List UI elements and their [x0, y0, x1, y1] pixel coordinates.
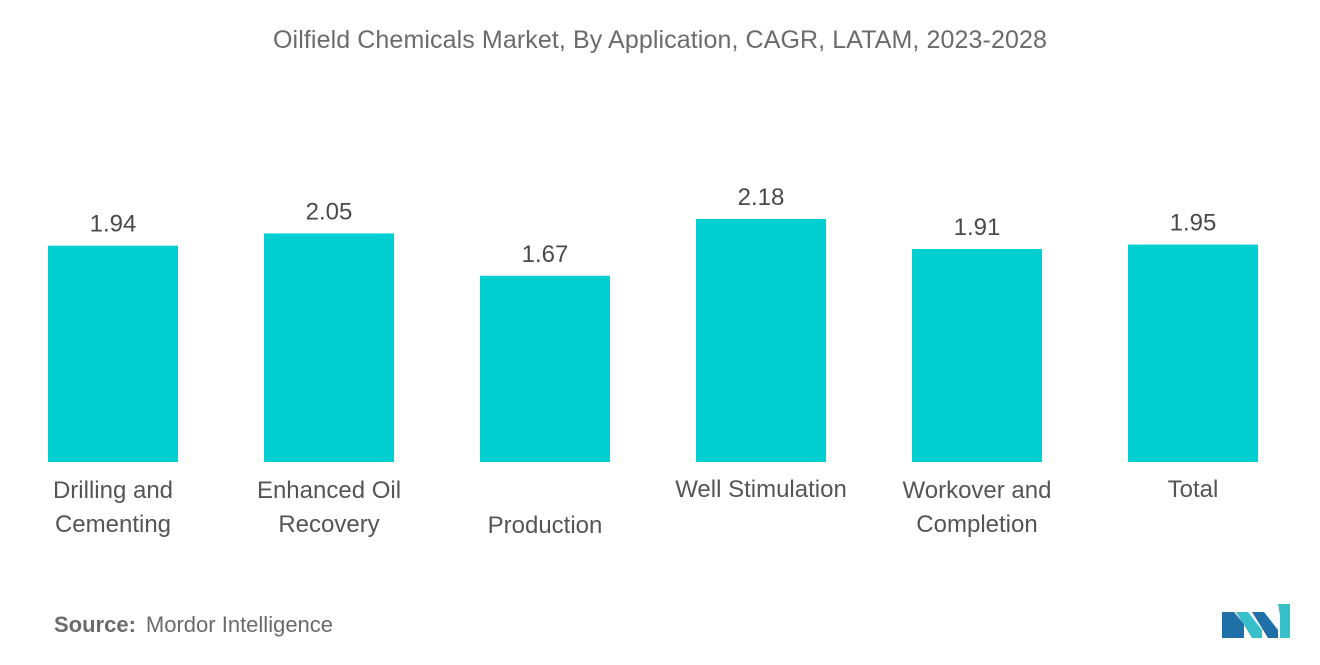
source-text: Mordor Intelligence: [145, 612, 334, 637]
source-note: Source: Mordor Intelligence: [54, 612, 333, 638]
category-label-4: Workover and Completion: [902, 477, 1052, 538]
bar-value-label-2: 1.67: [522, 241, 569, 268]
bar-value-label-3: 2.18: [738, 184, 785, 211]
bar-3: [696, 218, 826, 462]
source-label: Source:: [54, 612, 136, 637]
bar-1: [264, 233, 394, 462]
bar-value-label-0: 1.94: [90, 211, 137, 238]
bar-4: [912, 249, 1042, 462]
chart-title: Oilfield Chemicals Market, By Applicatio…: [273, 26, 1047, 54]
bar-0: [48, 245, 178, 462]
mordor-intelligence-logo-icon: [1222, 604, 1290, 638]
bar-2: [480, 275, 610, 462]
category-label-3: Well Stimulation: [675, 476, 847, 503]
category-label-0: Drilling and Cementing: [52, 477, 174, 538]
category-label-5: Total: [1167, 476, 1219, 503]
bar-value-label-4: 1.91: [954, 214, 1001, 241]
bar-value-label-5: 1.95: [1170, 210, 1217, 237]
category-label-2: Production: [487, 512, 603, 539]
bar-value-label-1: 2.05: [306, 198, 353, 225]
category-label-1: Enhanced Oil Recovery: [256, 477, 402, 538]
bar-5: [1128, 244, 1258, 462]
